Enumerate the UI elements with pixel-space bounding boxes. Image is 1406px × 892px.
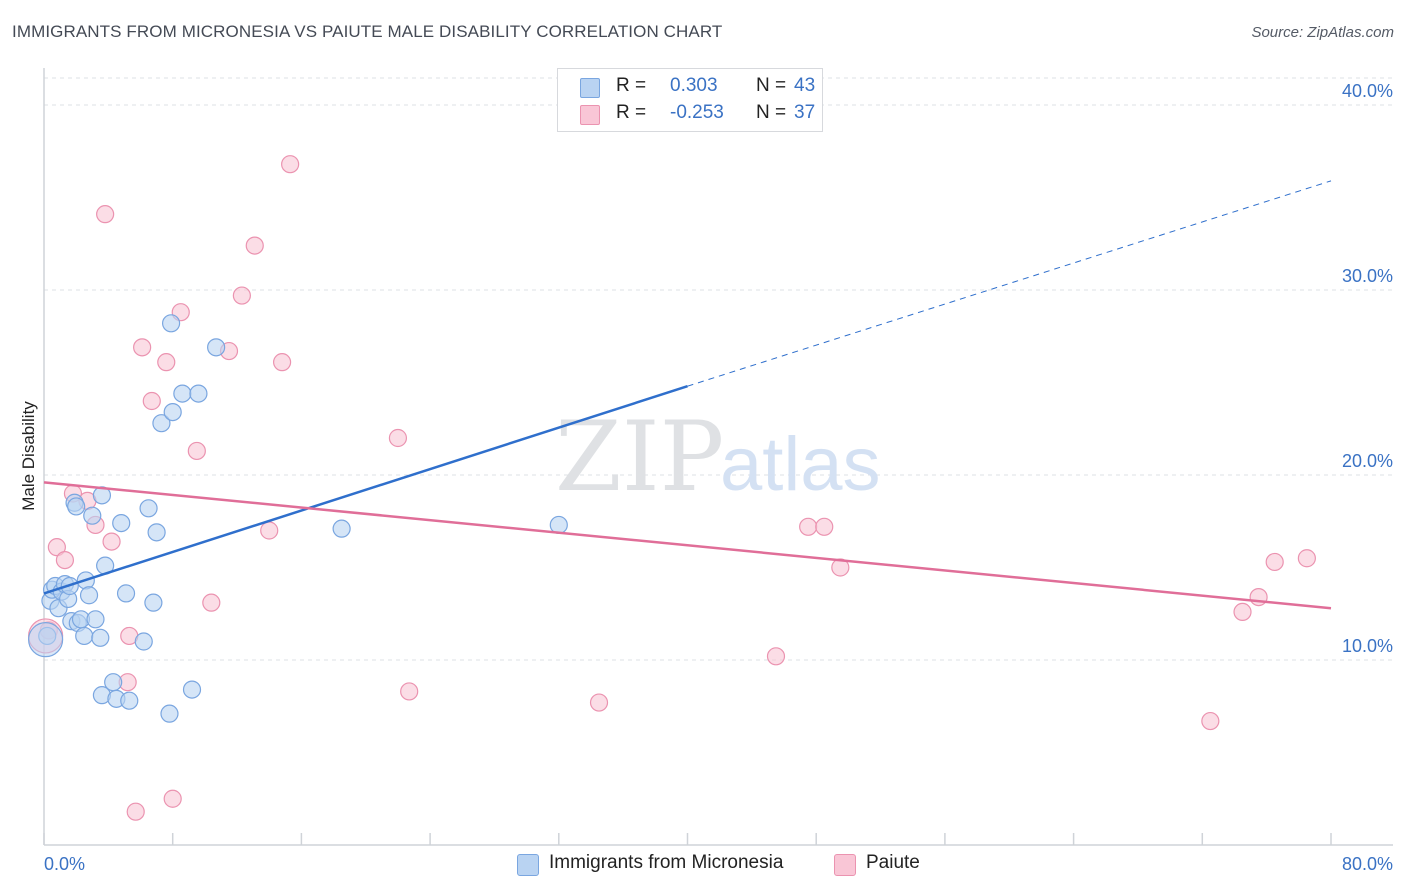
- micronesia-point: [86, 610, 105, 629]
- y-tick-labels: 10.0% 20.0% 30.0% 40.0%: [1342, 81, 1393, 656]
- micronesia-point: [147, 523, 166, 542]
- y-axis-label: Male Disability: [19, 401, 38, 511]
- micronesia-points: [28, 314, 568, 723]
- paiute-point: [589, 693, 609, 712]
- paiute-point: [1249, 587, 1268, 607]
- micronesia-trend-extension: [687, 180, 1332, 387]
- paiute-point: [1201, 711, 1220, 731]
- chart-title: IMMIGRANTS FROM MICRONESIA VS PAIUTE MAL…: [12, 22, 723, 41]
- x-tick-labels: 0.0% 80.0%: [44, 854, 1393, 874]
- micronesia-point: [83, 506, 102, 525]
- legend-n-value: 37: [794, 102, 816, 123]
- source-label: Source: ZipAtlas.com: [1251, 24, 1394, 41]
- paiute-point: [1233, 602, 1252, 622]
- y-tick-label: 20.0%: [1342, 451, 1393, 471]
- legend-r-label: R =: [616, 102, 647, 123]
- micronesia-point: [112, 513, 131, 533]
- legend-r-label: R =: [616, 75, 647, 96]
- bottom-legend-swatch-pink: [834, 854, 856, 876]
- bottom-legend-swatch-blue: [517, 854, 539, 876]
- legend-n-label: N =: [756, 75, 787, 96]
- micronesia-point: [67, 497, 86, 516]
- paiute-point: [815, 517, 834, 536]
- trend-lines: [43, 180, 1332, 610]
- micronesia-point: [75, 626, 94, 646]
- bottom-legend-label: Paiute: [866, 852, 920, 873]
- micronesia-point: [173, 384, 192, 403]
- axes: [43, 68, 1393, 846]
- paiute-point: [232, 286, 251, 305]
- legend-swatch-pink: [580, 105, 600, 125]
- micronesia-point: [160, 704, 179, 723]
- micronesia-point: [207, 338, 226, 357]
- micronesia-point: [161, 314, 181, 333]
- paiute-point: [260, 521, 279, 540]
- micronesia-point: [120, 691, 139, 710]
- watermark: ZIP atlas: [555, 401, 881, 513]
- micronesia-trend-line: [43, 385, 688, 595]
- paiute-point: [400, 682, 419, 701]
- paiute-point: [1265, 552, 1284, 572]
- paiute-point: [202, 593, 221, 612]
- micronesia-point: [163, 403, 182, 422]
- micronesia-point: [189, 384, 208, 403]
- y-tick-label: 30.0%: [1342, 266, 1393, 286]
- micronesia-point: [182, 680, 202, 699]
- micronesia-point: [79, 586, 99, 605]
- paiute-point: [281, 155, 300, 174]
- paiute-point: [245, 236, 264, 255]
- paiute-point: [163, 789, 182, 808]
- paiute-point: [272, 353, 292, 372]
- legend-n-value: 43: [794, 75, 816, 96]
- stats-legend: R = 0.303 N = 43 R = -0.253 N = 37: [557, 68, 823, 132]
- legend-swatch-blue: [580, 78, 600, 98]
- paiute-trend-line: [43, 481, 1332, 610]
- bottom-legend-label: Immigrants from Micronesia: [549, 852, 784, 873]
- y-tick-label: 40.0%: [1342, 81, 1393, 101]
- micronesia-point: [152, 414, 171, 433]
- paiute-point: [388, 428, 408, 448]
- paiute-point: [799, 517, 818, 536]
- paiute-point: [126, 802, 145, 821]
- micronesia-point: [116, 584, 136, 603]
- watermark-zip: ZIP: [555, 401, 724, 513]
- micronesia-point: [134, 632, 153, 651]
- micronesia-point: [332, 519, 351, 538]
- paiute-point: [1297, 549, 1316, 568]
- paiute-point: [47, 538, 66, 557]
- paiute-point: [157, 353, 176, 372]
- micronesia-point: [139, 499, 158, 518]
- legend-r-value: 0.303: [670, 75, 718, 96]
- x-tick-label-min: 0.0%: [44, 854, 85, 874]
- micronesia-point: [144, 593, 163, 612]
- paiute-point: [142, 391, 161, 411]
- watermark-atlas: atlas: [720, 422, 881, 507]
- x-tick-label-max: 80.0%: [1342, 854, 1393, 874]
- grid-lines: [44, 77, 1393, 661]
- legend-r-value: -0.253: [670, 102, 724, 123]
- paiute-point: [133, 338, 152, 357]
- micronesia-point: [104, 673, 123, 692]
- paiute-point: [102, 532, 121, 551]
- micronesia-point: [91, 628, 110, 647]
- micronesia-point: [28, 622, 64, 658]
- paiute-point: [55, 550, 75, 570]
- paiute-point: [187, 441, 206, 461]
- legend-n-label: N =: [756, 102, 787, 123]
- y-tick-label: 10.0%: [1342, 636, 1393, 656]
- paiute-point: [766, 647, 786, 666]
- paiute-point: [96, 205, 115, 224]
